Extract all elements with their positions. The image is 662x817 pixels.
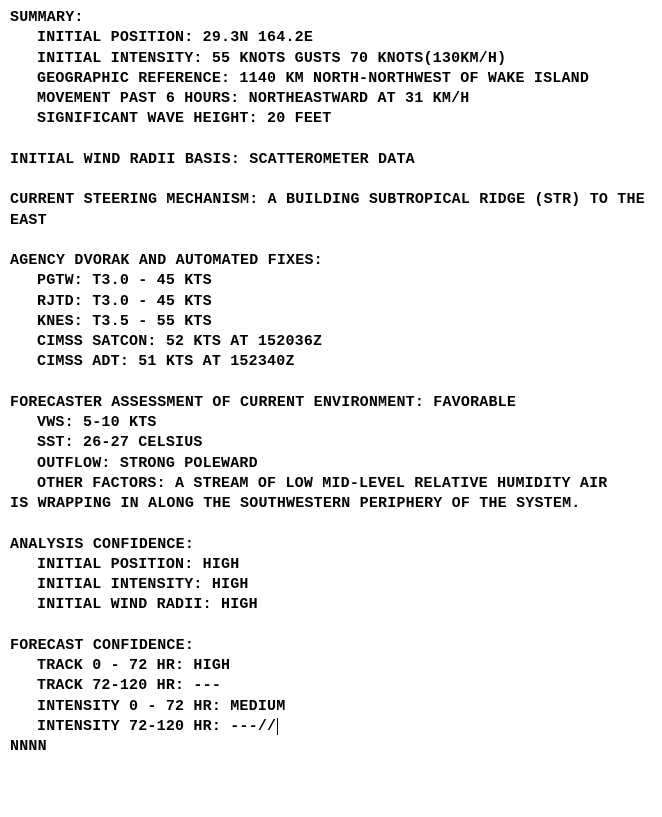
forecast-heading: FORECAST CONFIDENCE:: [10, 636, 652, 656]
fixes-rjtd: RJTD: T3.0 - 45 KTS: [10, 292, 652, 312]
wind-radii-basis: INITIAL WIND RADII BASIS: SCATTEROMETER …: [10, 150, 652, 170]
environment-heading: FORECASTER ASSESSMENT OF CURRENT ENVIRON…: [10, 393, 652, 413]
blank-line: [10, 170, 652, 190]
environment-sst: SST: 26-27 CELSIUS: [10, 433, 652, 453]
analysis-intensity: INITIAL INTENSITY: HIGH: [10, 575, 652, 595]
environment-other: OTHER FACTORS: A STREAM OF LOW MID-LEVEL…: [10, 474, 652, 494]
blank-line: [10, 514, 652, 534]
summary-geographic-reference: GEOGRAPHIC REFERENCE: 1140 KM NORTH-NORT…: [10, 69, 652, 89]
forecast-track-72-120: TRACK 72-120 HR: ---: [10, 676, 652, 696]
fixes-heading: AGENCY DVORAK AND AUTOMATED FIXES:: [10, 251, 652, 271]
terminator: NNNN: [10, 737, 652, 757]
environment-other-cont: IS WRAPPING IN ALONG THE SOUTHWESTERN PE…: [10, 494, 652, 514]
analysis-position: INITIAL POSITION: HIGH: [10, 555, 652, 575]
forecast-track-0-72: TRACK 0 - 72 HR: HIGH: [10, 656, 652, 676]
steering-mechanism: CURRENT STEERING MECHANISM: A BUILDING S…: [10, 190, 652, 231]
analysis-heading: ANALYSIS CONFIDENCE:: [10, 535, 652, 555]
summary-initial-position: INITIAL POSITION: 29.3N 164.2E: [10, 28, 652, 48]
analysis-radii: INITIAL WIND RADII: HIGH: [10, 595, 652, 615]
blank-line: [10, 130, 652, 150]
forecast-intensity-72-120: INTENSITY 72-120 HR: ---//: [10, 717, 652, 737]
forecast-intensity-0-72: INTENSITY 0 - 72 HR: MEDIUM: [10, 697, 652, 717]
blank-line: [10, 231, 652, 251]
environment-vws: VWS: 5-10 KTS: [10, 413, 652, 433]
fixes-knes: KNES: T3.5 - 55 KTS: [10, 312, 652, 332]
fixes-adt: CIMSS ADT: 51 KTS AT 152340Z: [10, 352, 652, 372]
summary-heading: SUMMARY:: [10, 8, 652, 28]
summary-initial-intensity: INITIAL INTENSITY: 55 KNOTS GUSTS 70 KNO…: [10, 49, 652, 69]
blank-line: [10, 373, 652, 393]
summary-movement: MOVEMENT PAST 6 HOURS: NORTHEASTWARD AT …: [10, 89, 652, 109]
forecast-intensity-72-120-text: INTENSITY 72-120 HR: ---//: [37, 718, 276, 735]
blank-line: [10, 616, 652, 636]
text-cursor-icon: [277, 718, 278, 735]
fixes-pgtw: PGTW: T3.0 - 45 KTS: [10, 271, 652, 291]
environment-outflow: OUTFLOW: STRONG POLEWARD: [10, 454, 652, 474]
fixes-satcon: CIMSS SATCON: 52 KTS AT 152036Z: [10, 332, 652, 352]
summary-wave-height: SIGNIFICANT WAVE HEIGHT: 20 FEET: [10, 109, 652, 129]
